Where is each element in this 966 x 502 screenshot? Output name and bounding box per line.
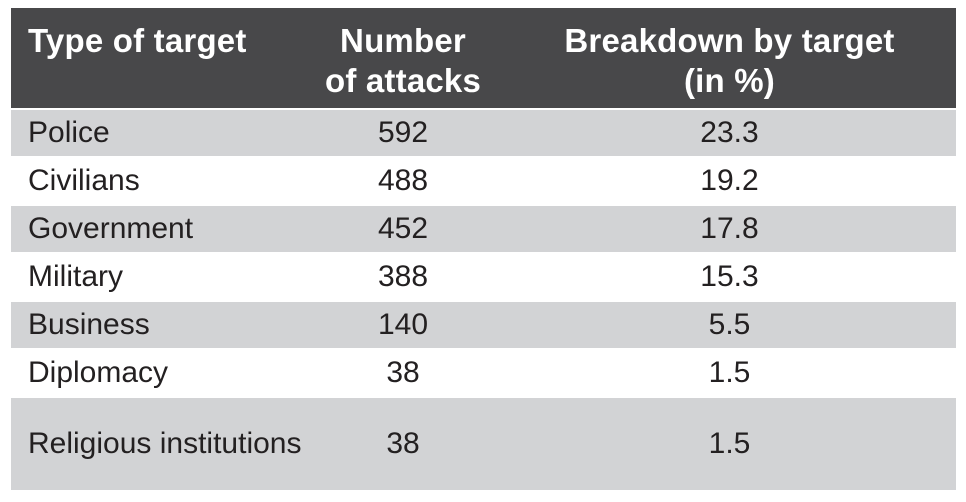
cell-pct: 15.3: [503, 254, 956, 300]
cell-target: Police: [11, 110, 303, 156]
table-row-civilians: Civilians 488 19.2: [11, 158, 956, 204]
col-header-number-line2: of attacks: [324, 62, 482, 99]
cell-target: Civilians: [11, 158, 303, 204]
cell-attacks: 452: [303, 206, 503, 252]
cell-pct: 1.5: [503, 398, 956, 490]
cell-target: Religious institutions: [11, 398, 303, 490]
table-row-police: Police 592 23.3: [11, 110, 956, 156]
cell-target: Military: [11, 254, 303, 300]
cell-attacks: 592: [303, 110, 503, 156]
cell-pct: 1.5: [503, 350, 956, 396]
cell-attacks: 488: [303, 158, 503, 204]
cell-pct: 19.2: [503, 158, 956, 204]
col-header-breakdown: Breakdown by target (in %): [503, 8, 956, 108]
cell-pct: 23.3: [503, 110, 956, 156]
col-header-type-of-target-label: Type of target: [28, 22, 247, 59]
cell-attacks: 38: [303, 398, 503, 490]
col-header-type-of-target: Type of target: [11, 8, 303, 108]
header-row: Type of target Number of attacks Breakdo…: [11, 8, 956, 108]
attacks-by-target-table: Type of target Number of attacks Breakdo…: [11, 6, 956, 492]
table-row-military: Military 388 15.3: [11, 254, 956, 300]
table-row-business: Business 140 5.5: [11, 302, 956, 348]
table-row-religious-institutions: Religious institutions 38 1.5: [11, 398, 956, 490]
col-header-number-of-attacks: Number of attacks: [303, 8, 503, 108]
col-header-number-line1: Number: [340, 22, 466, 59]
cell-target: Diplomacy: [11, 350, 303, 396]
cell-pct: 17.8: [503, 206, 956, 252]
table-row-government: Government 452 17.8: [11, 206, 956, 252]
cell-target: Government: [11, 206, 303, 252]
cell-pct: 5.5: [503, 302, 956, 348]
cell-attacks: 38: [303, 350, 503, 396]
cell-attacks: 140: [303, 302, 503, 348]
cell-attacks: 388: [303, 254, 503, 300]
table-body: Police 592 23.3 Civilians 488 19.2 Gover…: [11, 110, 956, 490]
col-header-breakdown-line1: Breakdown by target: [564, 22, 895, 59]
table-row-diplomacy: Diplomacy 38 1.5: [11, 350, 956, 396]
cell-target: Business: [11, 302, 303, 348]
table-header: Type of target Number of attacks Breakdo…: [11, 8, 956, 108]
col-header-breakdown-line2: (in %): [683, 62, 775, 99]
